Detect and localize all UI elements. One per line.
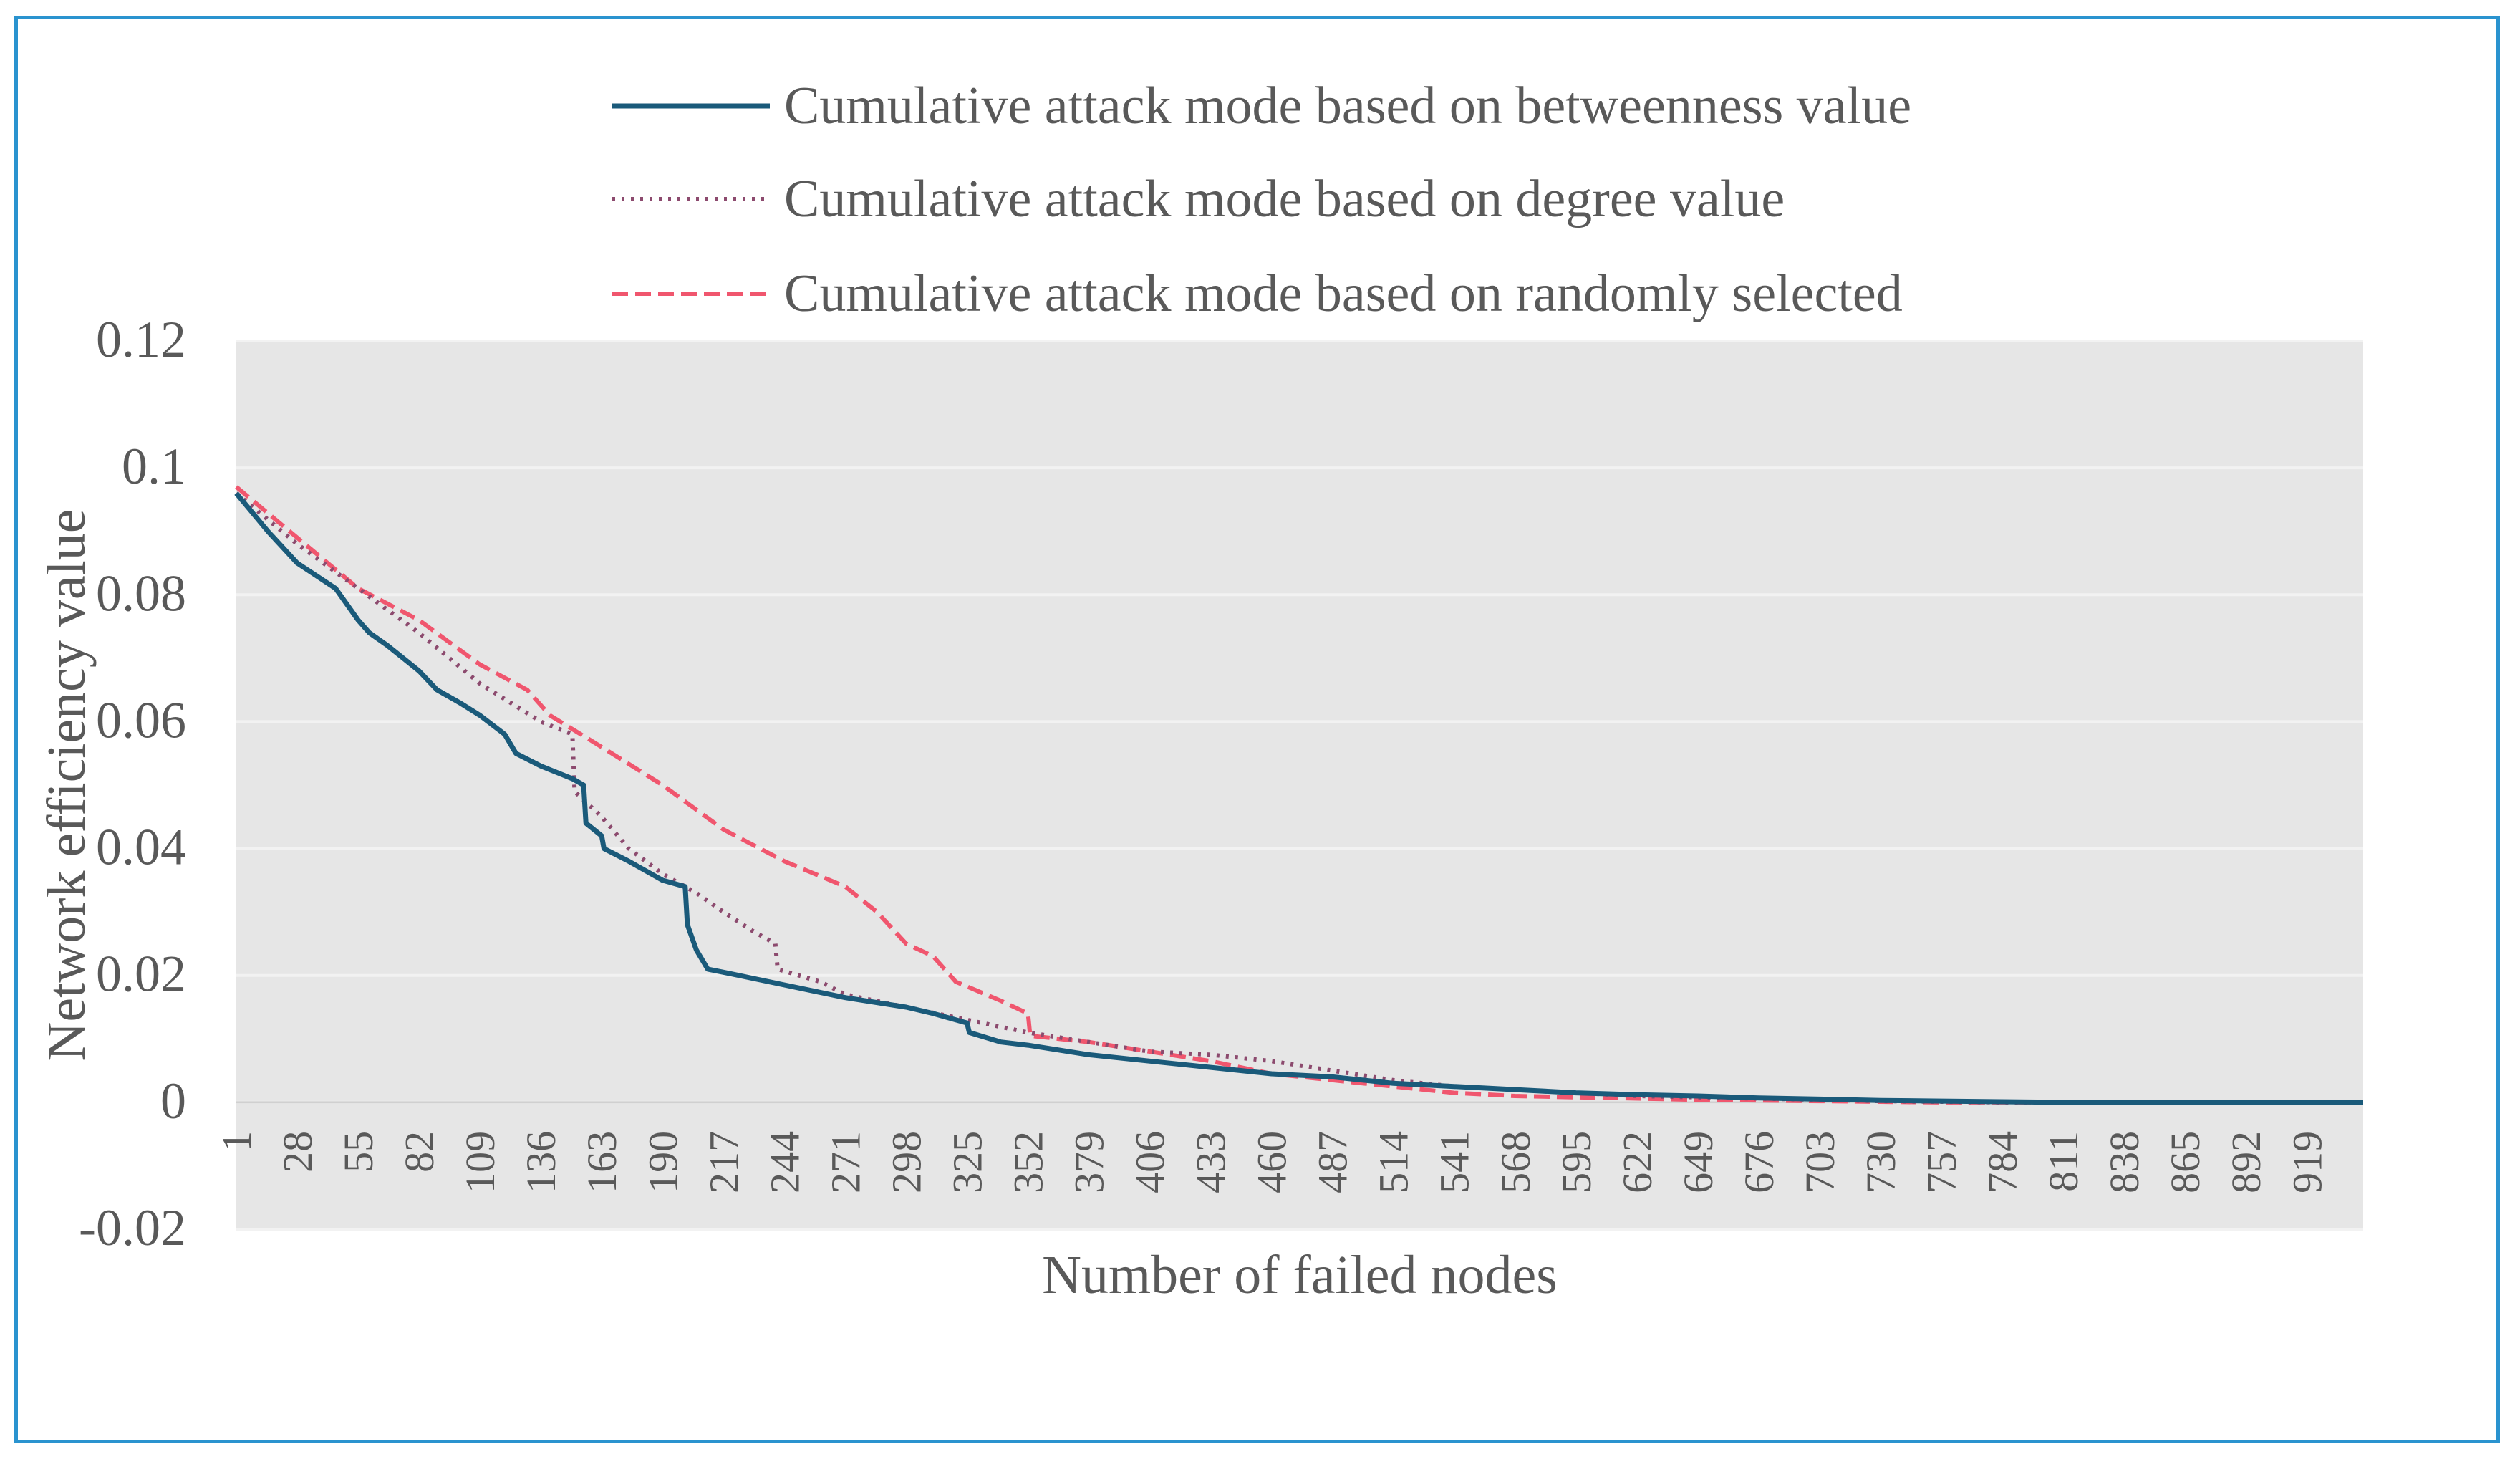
- x-tick-label: 163: [579, 1131, 625, 1193]
- x-tick-label: 541: [1432, 1131, 1478, 1193]
- y-tick-label: 0.06: [96, 691, 186, 749]
- x-tick-label: 919: [2284, 1131, 2330, 1193]
- x-tick-label: 28: [274, 1131, 321, 1173]
- x-tick-label: 352: [1005, 1131, 1051, 1193]
- legend-label: Cumulative attack mode based on randomly…: [784, 264, 1903, 323]
- series-line-3: [235, 485, 2363, 1105]
- x-tick-label: 892: [2223, 1131, 2269, 1193]
- x-tick-label: 703: [1797, 1131, 1843, 1193]
- x-tick-label: 811: [2040, 1131, 2087, 1192]
- x-tick-label: 271: [822, 1131, 869, 1193]
- x-tick-label: 190: [639, 1131, 686, 1193]
- x-tick-label: 379: [1066, 1131, 1113, 1193]
- legend-label: Cumulative attack mode based on betweenn…: [784, 77, 1911, 135]
- x-tick-label: 649: [1675, 1131, 1722, 1193]
- x-tick-labels: 1 28 55 82 109 136 163 190 217 244 271 298 325 352 379…: [213, 1131, 2330, 1193]
- x-tick-label: 784: [1979, 1131, 2026, 1193]
- x-tick-label: 568: [1492, 1131, 1539, 1193]
- series-lines: [234, 485, 2363, 1105]
- x-tick-label: 865: [2162, 1131, 2208, 1193]
- x-axis-label: Number of failed nodes: [1042, 1245, 1558, 1305]
- x-tick-label: 55: [335, 1131, 382, 1173]
- y-tick-label: 0.12: [96, 311, 186, 368]
- y-tick-label: 0.02: [96, 946, 186, 1003]
- y-tick-label: -0.02: [79, 1199, 186, 1256]
- x-tick-label: 514: [1371, 1131, 1417, 1193]
- x-tick-label: 433: [1188, 1131, 1235, 1193]
- x-tick-label: 82: [396, 1131, 443, 1173]
- y-axis-label: Network efficiency value: [37, 509, 97, 1062]
- x-tick-label: 460: [1249, 1131, 1295, 1193]
- x-tick-label: 838: [2101, 1131, 2148, 1193]
- x-tick-label: 298: [883, 1131, 930, 1193]
- y-tick-labels: -0.02 0 0.02 0.04 0.06 0.08 0.1 0.12: [79, 311, 186, 1256]
- x-tick-label: 676: [1736, 1131, 1782, 1193]
- x-tick-label: 1: [213, 1131, 260, 1152]
- x-tick-label: 730: [1858, 1131, 1904, 1193]
- x-tick-label: 622: [1614, 1131, 1661, 1193]
- x-tick-label: 136: [518, 1131, 564, 1193]
- x-tick-label: 217: [700, 1131, 747, 1193]
- series-line-1: [234, 491, 2363, 1105]
- legend: Cumulative attack mode based on betweenn…: [612, 77, 1911, 323]
- x-tick-label: 487: [1310, 1131, 1356, 1193]
- plot-area: [236, 341, 2363, 1229]
- y-tick-label: 0.08: [96, 564, 186, 622]
- y-tick-label: 0.04: [96, 819, 186, 876]
- x-tick-label: 595: [1553, 1131, 1600, 1193]
- x-tick-label: 406: [1127, 1131, 1174, 1193]
- x-tick-label: 757: [1918, 1131, 1965, 1193]
- x-tick-label: 109: [457, 1131, 503, 1193]
- x-tick-label: 244: [761, 1131, 808, 1193]
- legend-label: Cumulative attack mode based on degree v…: [784, 170, 1785, 229]
- y-tick-label: 0: [160, 1072, 186, 1130]
- y-tick-label: 0.1: [122, 438, 186, 495]
- x-tick-label: 325: [944, 1131, 990, 1193]
- gridlines: [236, 340, 2363, 1231]
